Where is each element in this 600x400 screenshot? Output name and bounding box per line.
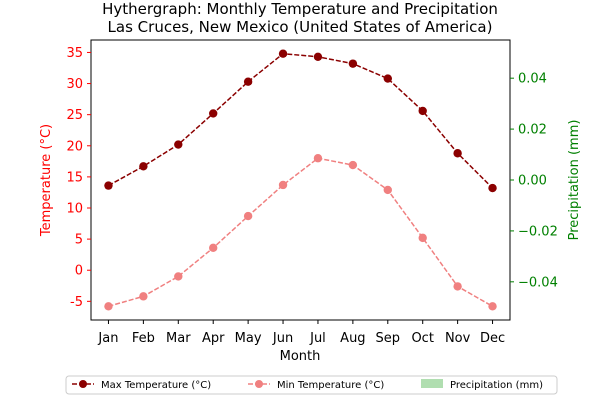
series-point-1 (383, 185, 392, 195)
series-point-0 (243, 77, 253, 86)
series-point-0 (209, 109, 218, 118)
series-point-0 (488, 183, 497, 193)
right-y-axis: −0.04 −0.02 0.00 0.02 0.04 (510, 72, 558, 290)
series-point-1 (313, 154, 323, 163)
chart-title-line-2: Las Cruces, New Mexico (United States of… (108, 18, 493, 36)
series-point-0 (104, 181, 113, 190)
x-axis-label: Month (280, 349, 321, 364)
series-point-1 (278, 180, 288, 190)
x-tick-label: Oct (411, 331, 433, 346)
left-y-axis-label: Temperature (°C) (39, 124, 54, 237)
legend-max-label: Max Temperature (°C) (101, 380, 211, 391)
chart-title-line-1: Hythergraph: Monthly Temperature and Pre… (102, 0, 498, 18)
temperature-series (104, 49, 497, 311)
x-tick-label: Dec (480, 331, 505, 346)
right-y-axis-label: Precipitation (mm) (567, 120, 582, 241)
legend-precip-label: Precipitation (mm) (450, 380, 543, 391)
series-point-0 (418, 106, 427, 116)
x-tick-label: Feb (132, 331, 155, 346)
x-tick-label: Jan (97, 331, 118, 346)
right-y-tick-label: 0.00 (518, 174, 547, 189)
left-y-tick-label: 10 (66, 202, 83, 217)
series-point-1 (453, 282, 462, 291)
series-point-1 (209, 243, 218, 253)
series-point-1 (139, 292, 148, 301)
left-y-axis: -5 0 5 10 15 20 25 30 35 (66, 46, 91, 310)
left-y-tick-label: 30 (66, 77, 83, 92)
series-point-1 (174, 272, 183, 281)
x-tick-label: Jul (309, 331, 326, 346)
x-tick-label: Aug (340, 331, 365, 346)
left-y-tick-label: -5 (70, 295, 83, 310)
left-y-tick-label: 5 (75, 233, 83, 248)
right-y-tick-label: 0.02 (518, 123, 547, 138)
series-point-0 (453, 149, 462, 158)
left-y-tick-label: 15 (66, 170, 83, 185)
right-y-tick-label: −0.02 (518, 224, 558, 239)
x-tick-label: Jun (272, 331, 293, 346)
left-y-tick-label: 20 (66, 139, 83, 154)
series-line-1 (108, 157, 493, 308)
x-tick-label: May (235, 331, 262, 346)
legend-min-marker (255, 380, 263, 388)
series-line-0 (108, 52, 494, 189)
series-point-1 (418, 233, 427, 243)
x-tick-label: Mar (166, 331, 191, 346)
series-point-0 (139, 162, 148, 171)
series-point-1 (348, 160, 358, 170)
series-point-0 (278, 49, 288, 58)
series-point-0 (348, 59, 358, 68)
plot-frame (90, 39, 511, 321)
x-tick-label: Sep (376, 331, 401, 346)
x-axis: Jan Feb Mar Apr May Jun Jul Aug Sep Oct Nov Dec (97, 320, 505, 346)
series-point-0 (383, 74, 392, 83)
legend-precip-swatch (421, 379, 443, 388)
left-y-tick-label: 25 (66, 108, 83, 123)
x-tick-label: Nov (445, 331, 471, 346)
left-y-tick-label: 35 (66, 46, 83, 61)
x-tick-label: Apr (202, 331, 225, 346)
right-y-tick-label: 0.04 (518, 72, 547, 87)
series-point-1 (243, 211, 253, 221)
series-point-0 (313, 52, 323, 61)
series-point-1 (104, 302, 113, 311)
series-point-1 (488, 302, 497, 311)
legend-max-marker (79, 380, 87, 388)
legend: Max Temperature (°C) Min Temperature (°C… (65, 375, 558, 395)
legend-min-label: Min Temperature (°C) (277, 380, 384, 391)
series-point-0 (174, 140, 183, 149)
right-y-tick-label: −0.04 (518, 275, 558, 290)
left-y-tick-label: 0 (75, 264, 83, 279)
